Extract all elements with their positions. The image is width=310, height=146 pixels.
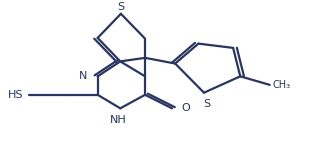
Text: CH₃: CH₃ (273, 80, 291, 90)
Text: S: S (117, 2, 124, 12)
Text: HS: HS (8, 90, 24, 100)
Text: N: N (79, 71, 88, 81)
Text: S: S (203, 99, 210, 109)
Text: O: O (181, 103, 190, 113)
Text: NH: NH (109, 115, 126, 125)
